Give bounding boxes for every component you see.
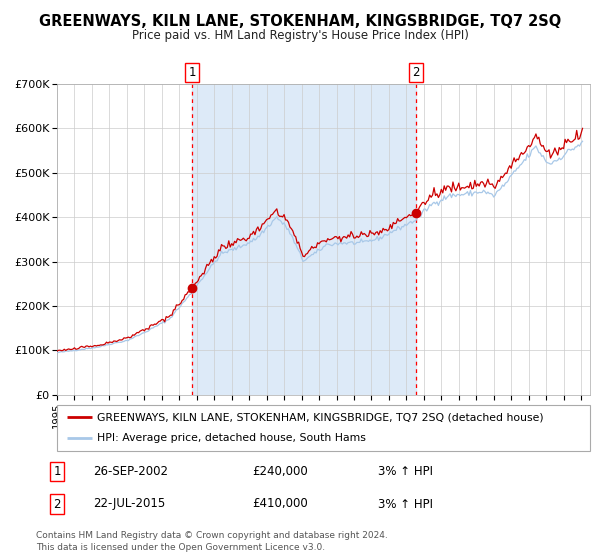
Text: 1: 1: [53, 465, 61, 478]
Text: £240,000: £240,000: [252, 465, 308, 478]
Text: Price paid vs. HM Land Registry's House Price Index (HPI): Price paid vs. HM Land Registry's House …: [131, 29, 469, 42]
Text: Contains HM Land Registry data © Crown copyright and database right 2024.: Contains HM Land Registry data © Crown c…: [36, 531, 388, 540]
Text: £410,000: £410,000: [252, 497, 308, 511]
Text: HPI: Average price, detached house, South Hams: HPI: Average price, detached house, Sout…: [97, 433, 366, 444]
Bar: [192, 84, 416, 395]
Text: 1: 1: [188, 66, 196, 80]
Text: 26-SEP-2002: 26-SEP-2002: [93, 465, 168, 478]
Text: This data is licensed under the Open Government Licence v3.0.: This data is licensed under the Open Gov…: [36, 543, 325, 552]
Text: 2: 2: [412, 66, 419, 80]
Text: GREENWAYS, KILN LANE, STOKENHAM, KINGSBRIDGE, TQ7 2SQ: GREENWAYS, KILN LANE, STOKENHAM, KINGSBR…: [39, 14, 561, 29]
Text: 22-JUL-2015: 22-JUL-2015: [93, 497, 165, 511]
Text: GREENWAYS, KILN LANE, STOKENHAM, KINGSBRIDGE, TQ7 2SQ (detached house): GREENWAYS, KILN LANE, STOKENHAM, KINGSBR…: [97, 412, 544, 422]
Text: 3% ↑ HPI: 3% ↑ HPI: [378, 465, 433, 478]
FancyBboxPatch shape: [57, 405, 590, 451]
Text: 2: 2: [53, 497, 61, 511]
Text: 3% ↑ HPI: 3% ↑ HPI: [378, 497, 433, 511]
